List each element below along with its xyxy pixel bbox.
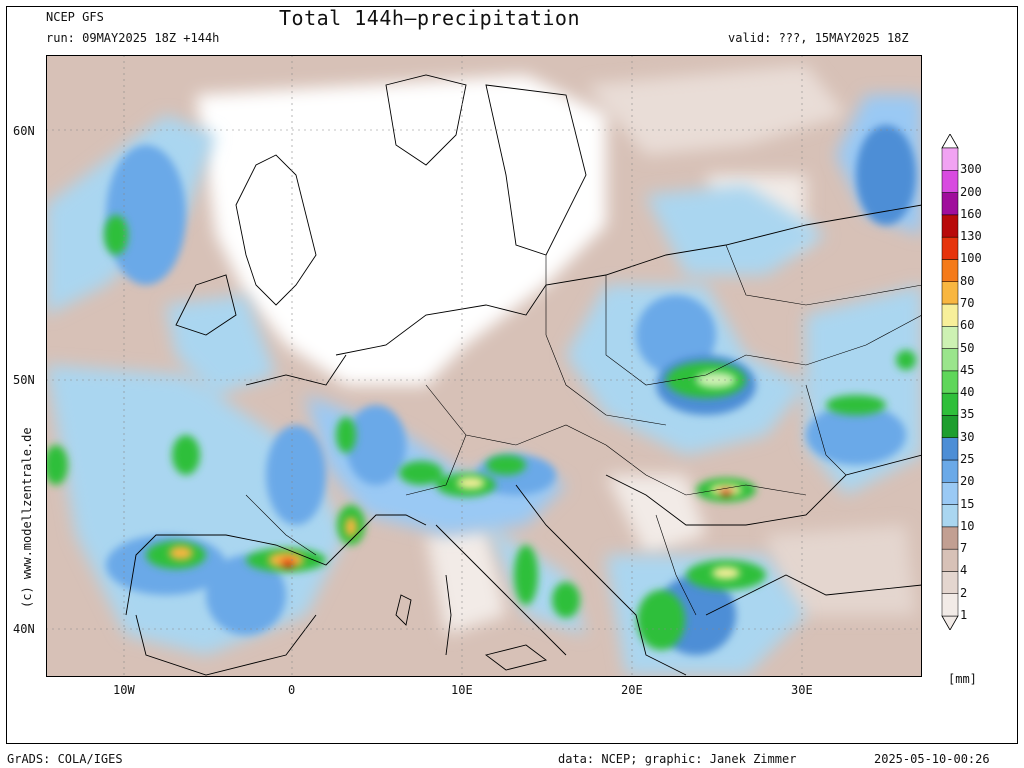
lat-label-50n: 50N: [13, 373, 35, 387]
colorbar-swatch: [941, 192, 959, 216]
colorbar-swatch: [941, 548, 959, 572]
site-credit: (c) www.modellzentrale.de: [20, 427, 34, 608]
colorbar-level-label: 2: [960, 585, 968, 600]
lat-label-40n: 40N: [13, 622, 35, 636]
colorbar-swatch: [941, 348, 959, 372]
colorbar-swatch: [941, 526, 959, 550]
colorbar-swatch: [941, 147, 959, 171]
lon-label-10e: 10E: [451, 683, 473, 697]
colorbar-level-label: 300: [960, 162, 982, 177]
run-label: run: 09MAY2025 18Z +144h: [46, 31, 220, 45]
unit-label: [mm]: [948, 672, 977, 686]
lon-label-10w: 10W: [113, 683, 135, 697]
map-border: [46, 55, 922, 677]
lon-label-30e: 30E: [791, 683, 813, 697]
colorbar-level-label: 45: [960, 362, 975, 377]
colorbar-swatch: [941, 303, 959, 327]
colorbar-level-label: 100: [960, 251, 982, 266]
colorbar-swatch: [941, 571, 959, 594]
lon-label-20e: 20E: [621, 683, 643, 697]
lat-label-60n: 60N: [13, 124, 35, 138]
colorbar-swatch: [941, 482, 959, 505]
colorbar-level-label: 10: [960, 518, 975, 533]
lon-label-0: 0: [288, 683, 296, 697]
colorbar-swatch: [941, 170, 959, 193]
country-borders: [245, 244, 922, 616]
colorbar-level-label: 130: [960, 229, 982, 244]
colorbar-level-label: 80: [960, 273, 975, 288]
colorbar-level-label: 25: [960, 452, 975, 466]
precipitation-map: [46, 55, 922, 677]
dry-region: [196, 65, 916, 635]
colorbar-swatch: [941, 593, 959, 617]
colorbar-swatch: [941, 326, 959, 349]
colorbar-swatch: [941, 214, 959, 238]
chart-title: Total 144h–precipitation: [279, 6, 580, 30]
colorbar-level-label: 70: [960, 296, 975, 310]
colorbar-level-label: 20: [960, 474, 975, 489]
graticule: [46, 55, 922, 677]
colorbar-level-label: 200: [960, 184, 982, 199]
colorbar-level-label: 40: [960, 385, 975, 400]
colorbar-swatch: [941, 370, 959, 394]
colorbar: [941, 134, 959, 630]
colorbar-level-label: 160: [960, 206, 982, 221]
colorbar-level-label: 1: [960, 608, 968, 622]
footer-software: GrADS: COLA/IGES: [7, 752, 123, 766]
plot-frame: [6, 6, 1018, 744]
colorbar-level-label: 4: [960, 563, 968, 578]
colorbar-swatch: [941, 281, 959, 305]
colorbar-level-label: 50: [960, 340, 975, 355]
colorbar-level-label: 15: [960, 496, 975, 511]
colorbar-swatch: [941, 392, 959, 416]
valid-label: valid: ???, 15MAY2025 18Z: [728, 31, 909, 45]
footer-timestamp: 2025-05-10-00:26: [874, 752, 990, 766]
colorbar-level-label: 60: [960, 318, 975, 333]
model-label: NCEP GFS: [46, 10, 104, 24]
colorbar-swatch: [941, 504, 959, 528]
colorbar-swatch: [941, 459, 959, 483]
colorbar-swatch: [941, 437, 959, 461]
colorbar-level-label: 35: [960, 407, 975, 422]
footer-credit: data: NCEP; graphic: Janek Zimmer: [558, 752, 797, 766]
colorbar-max-arrow: [941, 134, 959, 149]
colorbar-swatch: [941, 259, 959, 282]
colorbar-swatch: [941, 236, 959, 260]
colorbar-level-label: 30: [960, 429, 975, 444]
colorbar-level-label: 7: [960, 541, 968, 556]
colorbar-min-arrow: [941, 615, 959, 630]
colorbar-swatch: [941, 415, 959, 438]
